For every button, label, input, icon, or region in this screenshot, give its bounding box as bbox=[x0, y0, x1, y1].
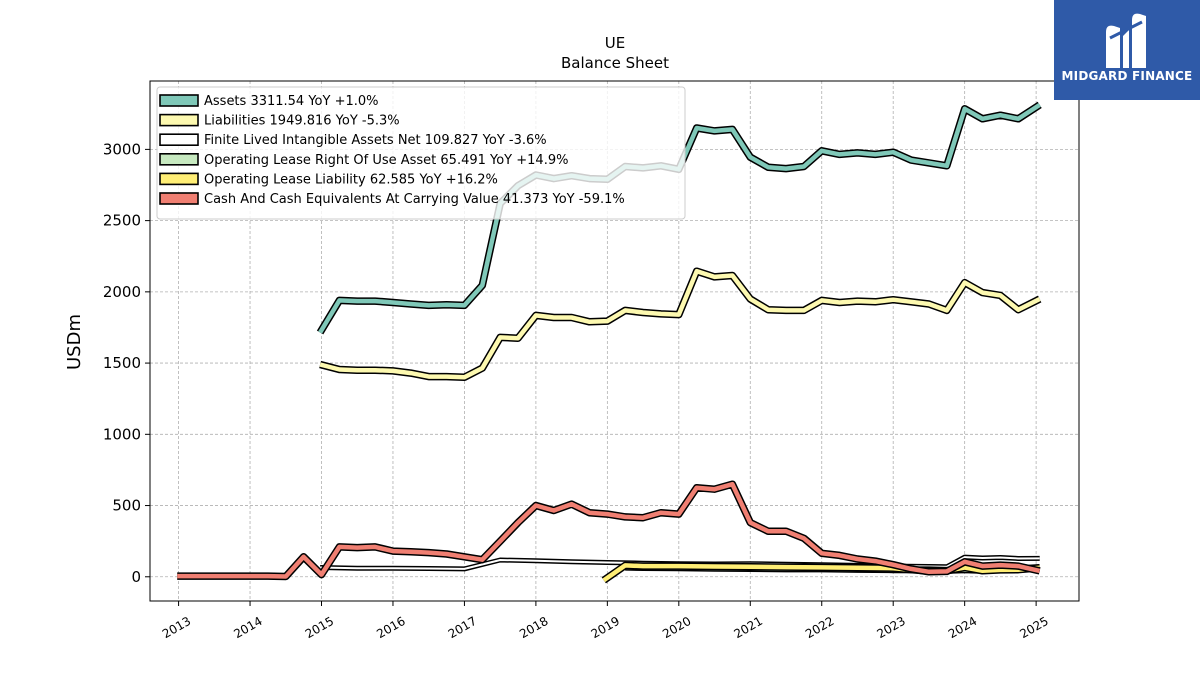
x-tick-label: 2018 bbox=[517, 614, 550, 641]
y-axis: 0 500 1000 1500 2000 2500 3000 bbox=[103, 140, 150, 586]
series-fill bbox=[602, 563, 1040, 583]
y-tick-label: 1500 bbox=[103, 354, 141, 372]
logo-mark-icon bbox=[1106, 13, 1146, 69]
legend-label: Operating Lease Liability 62.585 YoY +16… bbox=[204, 172, 498, 187]
y-tick-label: 500 bbox=[112, 497, 141, 515]
y-tick-label: 2500 bbox=[103, 212, 141, 230]
legend-swatch bbox=[159, 192, 199, 205]
series-line-1 bbox=[319, 267, 1042, 382]
legend-label: Finite Lived Intangible Assets Net 109.8… bbox=[204, 133, 547, 148]
x-tick-label: 2024 bbox=[946, 614, 979, 641]
x-tick-label: 2016 bbox=[374, 614, 407, 641]
series-line-4 bbox=[601, 561, 1041, 584]
legend-swatch bbox=[159, 172, 199, 186]
legend-swatch bbox=[159, 133, 199, 146]
x-tick-label: 2025 bbox=[1017, 614, 1050, 641]
legend-swatch bbox=[159, 113, 199, 127]
legend-label: Operating Lease Right Of Use Asset 65.49… bbox=[204, 153, 568, 168]
plot-frame bbox=[149, 80, 1080, 602]
x-tick-label: 2023 bbox=[874, 614, 907, 641]
midgard-finance-logo: MIDGARD FINANCE bbox=[1054, 0, 1200, 100]
legend-label: Assets 3311.54 YoY +1.0% bbox=[204, 94, 379, 109]
x-tick-label: 2014 bbox=[231, 614, 264, 641]
legend-box bbox=[156, 86, 686, 220]
y-tick-label: 2000 bbox=[103, 283, 141, 301]
chart-subtitle: Balance Sheet bbox=[561, 54, 669, 72]
logo-text: MIDGARD FINANCE bbox=[1061, 69, 1193, 83]
y-axis-label: USDm bbox=[64, 314, 85, 370]
y-tick-label: 3000 bbox=[103, 140, 141, 158]
legend-label: Cash And Cash Equivalents At Carrying Va… bbox=[204, 192, 625, 207]
legend-label: Liabilities 1949.816 YoY -5.3% bbox=[204, 114, 400, 129]
series-line-5 bbox=[177, 480, 1041, 581]
x-tick-label: 2022 bbox=[803, 614, 836, 641]
x-tick-label: 2021 bbox=[732, 614, 765, 641]
x-tick-label: 2020 bbox=[660, 614, 693, 641]
x-axis: 2013 2014 2015 2016 2017 2018 2019 2020 2021 2022… bbox=[160, 601, 1051, 641]
y-tick-label: 1000 bbox=[103, 425, 141, 443]
x-tick-label: 2019 bbox=[589, 614, 622, 641]
x-tick-label: 2013 bbox=[160, 614, 193, 641]
x-tick-label: 2015 bbox=[303, 614, 336, 641]
series-fill bbox=[319, 268, 1041, 380]
y-tick-label: 0 bbox=[131, 568, 141, 586]
x-tick-label: 2017 bbox=[446, 614, 479, 641]
legend-swatch bbox=[159, 153, 199, 166]
legend: Assets 3311.54 YoY +1.0% Liabilities 1949… bbox=[156, 86, 686, 220]
series-outline bbox=[319, 267, 1042, 382]
series-fill bbox=[177, 481, 1041, 579]
chart-title: UE bbox=[605, 34, 625, 52]
legend-swatch bbox=[159, 94, 199, 107]
